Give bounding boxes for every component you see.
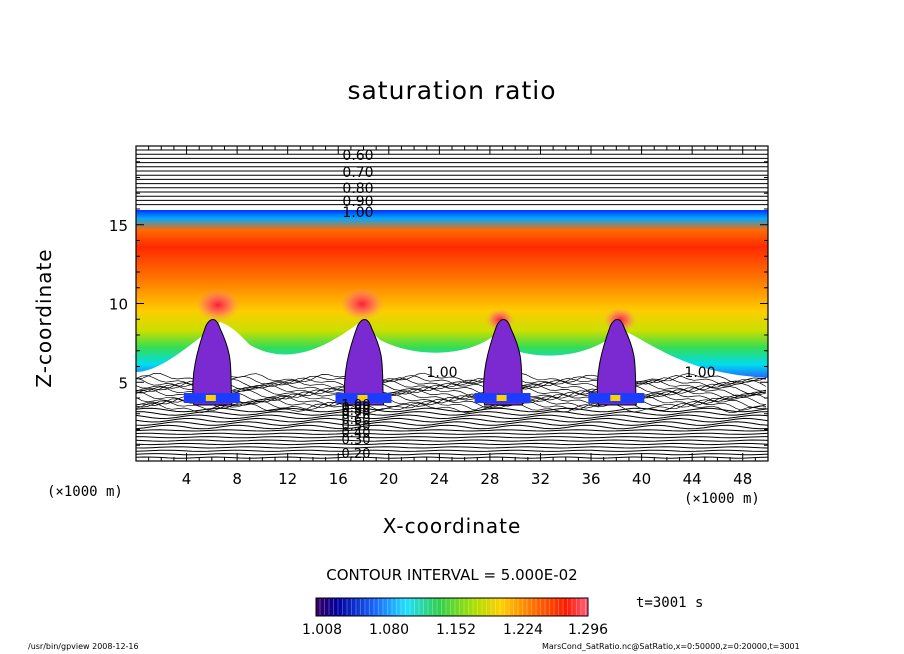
colorbar-tick-label: 1.152 (436, 622, 476, 638)
contour-line (136, 430, 768, 431)
x-tick-label: 40 (632, 470, 651, 488)
contour-label: 1.00 (426, 365, 457, 381)
x-unit-label-right: (×1000 m) (684, 491, 760, 507)
x-tick-label: 4 (182, 470, 192, 488)
hot-spot (196, 289, 240, 321)
x-tick-label: 12 (278, 470, 297, 488)
y-tick-label: 10 (109, 296, 128, 314)
x-tick-label: 28 (480, 470, 499, 488)
contour-line (136, 447, 768, 448)
contour-label: 1.00 (684, 365, 715, 381)
x-unit-label-left: (×1000 m) (47, 484, 123, 500)
footer-source: MarsCond_SatRatio.nc@SatRatio,x=0:50000,… (542, 642, 800, 651)
contour-line (136, 422, 768, 426)
x-tick-label: 32 (531, 470, 550, 488)
contour-label: 1.00 (342, 398, 371, 413)
y-tick-label: 15 (109, 217, 128, 235)
contour-label: 0.70 (342, 165, 373, 181)
time-label: t=3001 s (636, 595, 703, 611)
contour-line (136, 425, 768, 429)
contour-label: 0.20 (342, 447, 371, 462)
contour-line (136, 437, 768, 438)
cloud-base-hot (206, 395, 216, 401)
contour-interval: CONTOUR INTERVAL = 5.000E-02 (0, 566, 904, 584)
contour-line (136, 443, 768, 444)
contour-line (136, 454, 768, 455)
y-tick-label: 5 (118, 374, 128, 392)
y-axis-label: Z-coordinate (32, 238, 56, 398)
contour-label: 0.60 (342, 148, 373, 164)
x-tick-label: 36 (581, 470, 600, 488)
contour-line (136, 433, 768, 434)
cloud-base-hot (610, 395, 620, 401)
heatmap-field (136, 150, 768, 458)
x-tick-label: 8 (232, 470, 242, 488)
x-tick-label: 44 (683, 470, 702, 488)
x-tick-label: 20 (379, 470, 398, 488)
footer-program: /usr/bin/gpview 2008-12-16 (28, 642, 139, 651)
x-tick-label: 48 (733, 470, 752, 488)
x-tick-label: 16 (329, 470, 348, 488)
colorbar (316, 598, 588, 616)
hot-spot (340, 288, 384, 320)
cloud-base-hot (497, 395, 507, 401)
colorbar-tick-label: 1.008 (302, 622, 342, 638)
contour-line (136, 440, 768, 441)
colorbar-tick-label: 1.296 (568, 622, 608, 638)
contour-label: 1.00 (342, 205, 373, 221)
x-axis-label: X-coordinate (0, 514, 904, 538)
colorbar-tick-label: 1.080 (369, 622, 409, 638)
contour-line (136, 450, 768, 451)
x-tick-label: 24 (430, 470, 449, 488)
colorbar-tick-label: 1.224 (503, 622, 543, 638)
